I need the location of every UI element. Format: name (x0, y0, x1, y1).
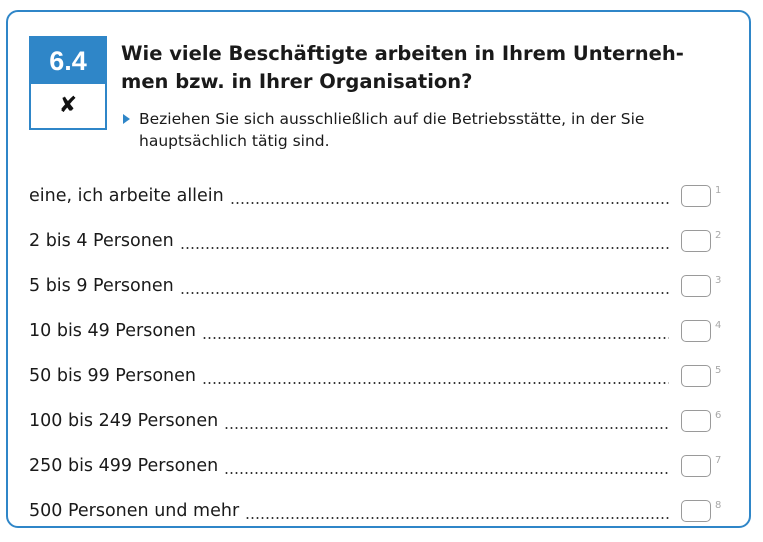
option-code: 2 (715, 230, 722, 241)
option-code: 3 (715, 275, 722, 286)
option-label: 5 bis 9 Personen (29, 276, 174, 296)
question-badge: 6.4 ✘ (29, 36, 107, 130)
option-checkbox[interactable] (681, 275, 711, 297)
option-label: 250 bis 499 Personen (29, 456, 219, 476)
dotted-leader (179, 225, 669, 257)
option-checkbox[interactable] (681, 500, 711, 522)
option-checkbox[interactable] (681, 185, 711, 207)
question-hint-text: Beziehen Sie sich ausschließlich auf die… (139, 110, 645, 150)
option-checkbox[interactable] (681, 455, 711, 477)
option-label: 500 Personen und mehr (29, 501, 240, 521)
option-code: 6 (715, 410, 722, 421)
dotted-leader (201, 315, 669, 347)
option-label: 10 bis 49 Personen (29, 321, 196, 341)
question-number: 6.4 (31, 38, 105, 84)
answer-option[interactable]: 2 bis 4 Personen 2 (29, 225, 729, 270)
option-code: 5 (715, 365, 722, 376)
option-code: 1 (715, 185, 722, 196)
single-choice-mark-icon: ✘ (58, 93, 78, 118)
question-card: 6.4 ✘ Wie viele Beschäftigte arbeiten in… (6, 10, 751, 528)
option-label: eine, ich arbeite allein (29, 186, 224, 206)
option-label: 100 bis 249 Personen (29, 411, 219, 431)
answer-option[interactable]: 500 Personen und mehr 8 (29, 495, 729, 540)
answer-option[interactable]: eine, ich arbeite allein 1 (29, 180, 729, 225)
dotted-leader (201, 360, 669, 392)
dotted-leader (245, 495, 669, 527)
option-label: 50 bis 99 Personen (29, 366, 196, 386)
answer-option[interactable]: 10 bis 49 Personen 4 (29, 315, 729, 360)
dotted-leader (224, 405, 669, 437)
dotted-leader (229, 180, 669, 212)
option-code: 4 (715, 320, 722, 331)
option-checkbox[interactable] (681, 410, 711, 432)
question-title: Wie viele Beschäftigte arbeiten in Ihrem… (121, 42, 684, 93)
dotted-leader (179, 270, 669, 302)
answer-option[interactable]: 5 bis 9 Personen 3 (29, 270, 729, 315)
option-checkbox[interactable] (681, 320, 711, 342)
option-code: 7 (715, 455, 722, 466)
answer-option[interactable]: 250 bis 499 Personen 7 (29, 450, 729, 495)
option-checkbox[interactable] (681, 365, 711, 387)
option-label: 2 bis 4 Personen (29, 231, 174, 251)
option-code: 8 (715, 500, 722, 511)
answer-option[interactable]: 50 bis 99 Personen 5 (29, 360, 729, 405)
triangle-right-icon (123, 114, 130, 124)
question-hint: Beziehen Sie sich ausschließlich auf die… (121, 108, 736, 152)
option-checkbox[interactable] (681, 230, 711, 252)
answer-option[interactable]: 100 bis 249 Personen 6 (29, 405, 729, 450)
answer-options: eine, ich arbeite allein 1 2 bis 4 Perso… (29, 180, 729, 540)
dotted-leader (224, 450, 669, 482)
